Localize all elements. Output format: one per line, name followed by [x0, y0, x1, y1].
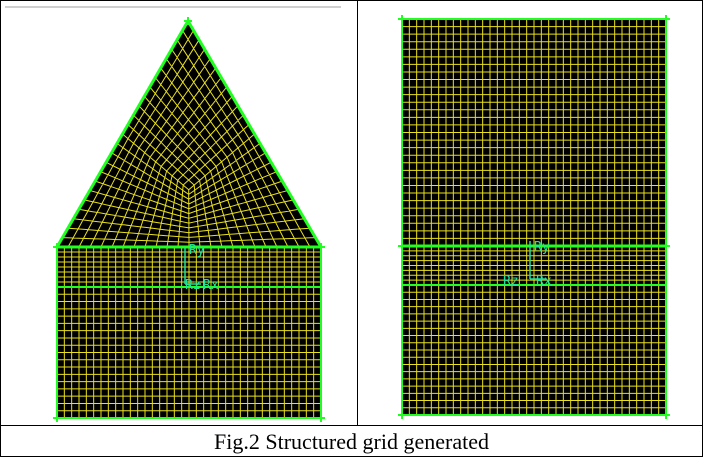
axis-triad-left: Ry Rz Rx: [184, 243, 219, 293]
vertex-marker-left-1: [53, 243, 61, 251]
axis-triad-right: Ry Rz Rx: [503, 240, 552, 289]
outer-boundary-right: [401, 18, 667, 416]
mesh-panel-pentagon: Ry Rz Rx: [1, 1, 358, 425]
mesh-grid-right: [398, 15, 670, 419]
vertex-marker-right-0: [398, 15, 406, 23]
axis-label-y-right: Ry: [534, 240, 550, 255]
vertex-marker-right-1: [662, 15, 670, 23]
mesh-grid-left: [53, 17, 325, 422]
axis-label-x-right: Rx: [536, 274, 552, 289]
figure-caption: Fig.2 Structured grid generated: [1, 425, 702, 457]
vertex-marker-left-0: [184, 17, 192, 25]
axis-label-z-right: Rz: [503, 274, 519, 289]
vertex-marker-right-3: [662, 242, 670, 250]
vertex-marker-right-2: [398, 242, 406, 250]
mesh-panel-rectangle: Ry Rz Rx: [358, 1, 702, 425]
axis-label-z-left: Rz: [185, 278, 201, 293]
vertex-marker-left-4: [317, 414, 325, 422]
vertex-marker-left-3: [53, 414, 61, 422]
vertex-marker-right-4: [398, 411, 406, 419]
mesh-svg-right: Ry Rz Rx: [358, 1, 702, 425]
axis-label-x-left: Rx: [203, 278, 219, 293]
vertex-marker-left-2: [317, 243, 325, 251]
vertex-marker-right-5: [662, 411, 670, 419]
mesh-svg-left: Ry Rz Rx: [1, 1, 357, 425]
axis-label-y-left: Ry: [189, 243, 205, 258]
